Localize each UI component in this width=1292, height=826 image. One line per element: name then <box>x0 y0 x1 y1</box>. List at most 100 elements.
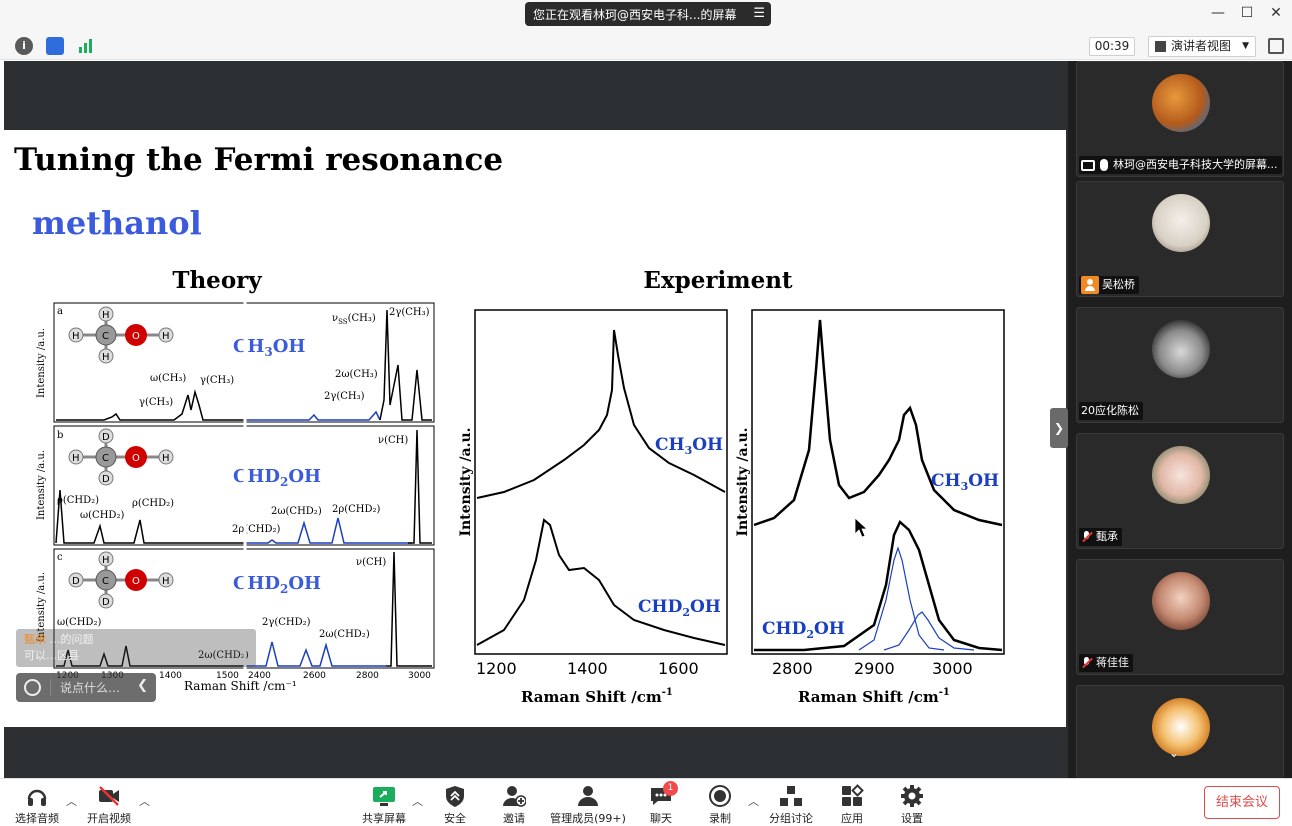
participant-tile[interactable]: 林珂@西安电子科技大学的屏幕... <box>1076 61 1284 177</box>
end-meeting-button[interactable]: 结束会议 <box>1204 786 1280 819</box>
signal-icon[interactable] <box>77 37 95 55</box>
molecule-c: D H C D O H <box>68 551 174 609</box>
share-screen-button[interactable]: 共享屏幕 <box>349 781 419 825</box>
members-button[interactable]: 管理成员(99+) <box>548 781 628 825</box>
avatar <box>1152 74 1210 132</box>
chevron-up-icon[interactable]: ︿ <box>66 795 77 808</box>
avatar <box>1152 446 1210 504</box>
minimize-icon[interactable]: — <box>1211 5 1225 21</box>
share-label: 共享屏幕 <box>362 812 406 825</box>
chevron-down-icon[interactable]: ⌄ <box>1169 746 1180 760</box>
exp-ylabel-right: Intensity /a.u. <box>735 427 751 536</box>
svg-text:2γ(CHD₂): 2γ(CHD₂) <box>262 617 311 628</box>
participant-tile[interactable]: 甄承 <box>1076 433 1284 549</box>
svg-text:ρ(CHD₂): ρ(CHD₂) <box>132 498 174 509</box>
audio-button[interactable]: 选择音频 <box>2 781 72 825</box>
chat-toast[interactable]: 甄承 …的问题 可以…区县 <box>16 629 256 667</box>
cursor-icon <box>854 517 869 538</box>
breakout-icon <box>779 784 803 808</box>
video-button[interactable]: 开启视频 <box>74 781 144 825</box>
view-mode-label: 演讲者视图 <box>1171 39 1232 53</box>
theory-xtick: 1400 <box>159 671 182 681</box>
svg-text:νSS(CH₃): νSS(CH₃) <box>332 313 376 326</box>
theory-xtick: 2600 <box>303 671 326 681</box>
svg-text:C: C <box>102 453 109 464</box>
view-mode-dropdown[interactable]: 演讲者视图 ▼ <box>1148 36 1256 57</box>
theory-ylabel-c: Intensity /a.u. <box>36 572 47 642</box>
participant-name: 甄承 <box>1096 530 1118 543</box>
experiment-heading: Experiment <box>643 267 793 294</box>
maximize-icon[interactable]: ☐ <box>1240 5 1254 21</box>
exp-xtick: 2800 <box>772 659 813 678</box>
svg-text:2γ(CH₃): 2γ(CH₃) <box>324 391 365 402</box>
security-button[interactable]: 安全 <box>420 781 490 825</box>
svg-text:γ(CH₃): γ(CH₃) <box>139 397 173 408</box>
panel-c-molecule: CHD2OH <box>233 573 321 596</box>
theory-heading: Theory <box>172 267 262 294</box>
participant-namebar: 20应化陈松 <box>1079 402 1143 420</box>
record-button[interactable]: 录制 <box>685 781 755 825</box>
menu-icon[interactable]: ☰ <box>753 6 765 21</box>
chevron-up-icon[interactable]: ︿ <box>412 795 423 808</box>
panel-a-molecule: CH3OH <box>233 336 305 359</box>
participant-tile[interactable]: ⌄ <box>1076 685 1284 778</box>
svg-text:D: D <box>72 576 80 587</box>
participant-tile[interactable]: 蒋佳佳 <box>1076 559 1284 675</box>
experiment-panel-left: CH3OH CHD2OH Intensity /a.u. 1200 1400 1… <box>458 309 728 706</box>
record-label: 录制 <box>709 812 731 825</box>
svg-text:ω(CH₃): ω(CH₃) <box>150 373 186 384</box>
shield-icon[interactable] <box>46 37 64 55</box>
chat-unread-badge: 1 <box>663 781 678 796</box>
breakout-label: 分组讨论 <box>769 812 813 825</box>
video-label: 开启视频 <box>87 812 131 825</box>
molecule-b: H D C D O H <box>68 428 174 486</box>
slide-subtitle: methanol <box>32 204 202 242</box>
chevron-down-icon: ▼ <box>1242 41 1249 51</box>
emoji-icon[interactable] <box>24 679 41 696</box>
svg-text:C: C <box>102 331 109 342</box>
fullscreen-icon[interactable] <box>1268 38 1284 54</box>
svg-text:ω(CHD₂): ω(CHD₂) <box>57 617 101 628</box>
exp-label-ch3oh-left: CH3OH <box>655 435 723 457</box>
exp-xtick: 1400 <box>567 659 608 678</box>
theory-panel-c: c CHD2OH ω(CHD₂) 2γ(CHD₂) 2ω(CHD₂) 2ω(CH… <box>36 548 435 669</box>
close-icon[interactable]: ✕ <box>1270 5 1282 21</box>
apps-icon <box>840 784 864 808</box>
svg-text:H: H <box>72 331 80 342</box>
svg-text:2ρ(CHD₂): 2ρ(CHD₂) <box>232 524 281 535</box>
chat-icon: 1 <box>649 781 678 808</box>
audio-label: 选择音频 <box>15 812 59 825</box>
participant-namebar: 吴松桥 <box>1079 276 1139 294</box>
security-label: 安全 <box>444 812 466 825</box>
participant-namebar: 蒋佳佳 <box>1079 654 1133 672</box>
panel-a-letter: a <box>57 306 63 317</box>
molecule-a: H H C H O H <box>68 306 174 364</box>
chevron-up-icon[interactable]: ︿ <box>748 795 759 808</box>
exp-xtick: 1600 <box>658 659 699 678</box>
settings-button[interactable]: 设置 <box>877 781 947 825</box>
meeting-timer: 00:39 <box>1089 37 1135 56</box>
svg-text:O: O <box>132 576 140 587</box>
svg-text:H: H <box>102 310 110 321</box>
svg-text:D: D <box>102 432 110 443</box>
chevron-up-icon[interactable]: ︿ <box>139 795 150 808</box>
avatar <box>1152 698 1210 756</box>
svg-text:H: H <box>72 453 80 464</box>
share-status-text: 您正在观看林珂@西安电子科...的屏幕 <box>533 7 737 22</box>
settings-label: 设置 <box>901 812 923 825</box>
gallery-collapse-button[interactable]: ❯ <box>1050 408 1068 448</box>
chevron-left-icon[interactable]: ❮ <box>137 678 148 693</box>
presentation-slide: Tuning the Fermi resonance methanol Theo… <box>4 130 1066 727</box>
theory-panel-a: a CH3OH ω(CH₃) γ(CH₃) γ(CH₃) νSS(CH₃) 2γ… <box>36 302 435 423</box>
theory-xtick: 3000 <box>408 671 431 681</box>
chat-placeholder: 说点什么… <box>60 681 121 695</box>
chat-button[interactable]: 1 聊天 <box>626 781 696 825</box>
chat-quick-input[interactable]: 说点什么… ❮ <box>16 673 156 702</box>
share-status-pill[interactable]: 您正在观看林珂@西安电子科...的屏幕 ☰ <box>525 2 771 26</box>
info-icon[interactable]: i <box>15 37 33 55</box>
invite-button[interactable]: 邀请 <box>479 781 549 825</box>
apps-button[interactable]: 应用 <box>817 781 887 825</box>
participant-tile[interactable]: 吴松桥 <box>1076 181 1284 297</box>
participant-tile[interactable]: 20应化陈松 <box>1076 307 1284 423</box>
breakout-button[interactable]: 分组讨论 <box>756 781 826 825</box>
